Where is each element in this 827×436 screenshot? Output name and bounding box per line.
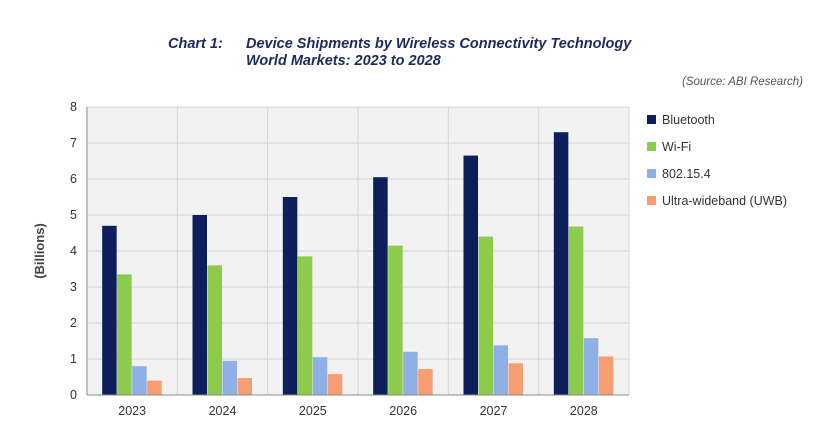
bar-802-15-4-2027: [493, 345, 508, 395]
y-tick-label: 7: [70, 136, 77, 150]
legend-swatch: [647, 196, 656, 205]
bar-802-15-4-2026: [403, 351, 418, 395]
bar-wi-fi-2028: [568, 226, 584, 395]
x-tick-label: 2027: [480, 404, 508, 418]
bar-802-15-4-2024: [222, 360, 237, 395]
legend-swatch: [647, 142, 656, 151]
bar-wi-fi-2025: [297, 256, 313, 395]
x-tick-label: 2028: [570, 404, 598, 418]
bar-802-15-4-2028: [583, 338, 599, 395]
bar-bluetooth-2025: [282, 197, 298, 395]
bar-ultra-wideband-uwb-2023: [147, 380, 162, 395]
y-tick-label: 5: [70, 208, 77, 222]
bar-ultra-wideband-uwb-2024: [237, 378, 252, 395]
bar-ultra-wideband-uwb-2028: [598, 356, 614, 395]
legend-entry: Wi-Fi: [662, 140, 691, 154]
legend-swatch: [647, 115, 656, 124]
y-tick-label: 2: [70, 316, 77, 330]
legend-swatch: [647, 169, 656, 178]
y-axis-label: (Billions): [32, 223, 47, 279]
bar-bluetooth-2024: [192, 215, 207, 395]
bar-802-15-4-2025: [312, 357, 328, 395]
y-tick-label: 0: [70, 388, 77, 402]
bar-ultra-wideband-uwb-2027: [508, 363, 523, 395]
bar-ultra-wideband-uwb-2026: [418, 369, 433, 395]
x-tick-label: 2024: [209, 404, 237, 418]
bar-wi-fi-2023: [117, 274, 132, 395]
bar-bluetooth-2027: [463, 155, 478, 395]
bar-bluetooth-2023: [102, 225, 117, 395]
chart-title: Chart 1: Device Shipments by Wireless Co…: [168, 36, 631, 70]
bar-wi-fi-2026: [388, 245, 403, 395]
bar-ultra-wideband-uwb-2025: [327, 374, 343, 395]
bar-wi-fi-2027: [478, 236, 493, 395]
y-tick-label: 1: [70, 352, 77, 366]
source-note: (Source: ABI Research): [681, 76, 803, 88]
y-tick-label: 3: [70, 280, 77, 294]
x-tick-label: 2026: [389, 404, 417, 418]
x-tick-label: 2023: [118, 404, 146, 418]
bar-wi-fi-2024: [207, 265, 222, 395]
bar-bluetooth-2026: [373, 177, 388, 395]
y-tick-label: 6: [70, 172, 77, 186]
legend-entry: Ultra-wideband (UWB): [662, 194, 787, 208]
y-tick-label: 4: [70, 244, 77, 258]
bar-802-15-4-2023: [132, 366, 147, 395]
bar-bluetooth-2028: [553, 132, 569, 395]
legend-entry: 802.15.4: [662, 167, 711, 181]
chart-title-line-2: World Markets: 2023 to 2028: [246, 53, 441, 69]
chart-title-line-1: Device Shipments by Wireless Connectivit…: [246, 36, 632, 52]
chart-number-label: Chart 1:: [168, 36, 223, 52]
x-tick-label: 2025: [299, 404, 327, 418]
legend-entry: Bluetooth: [662, 113, 715, 127]
y-tick-label: 8: [70, 100, 77, 114]
